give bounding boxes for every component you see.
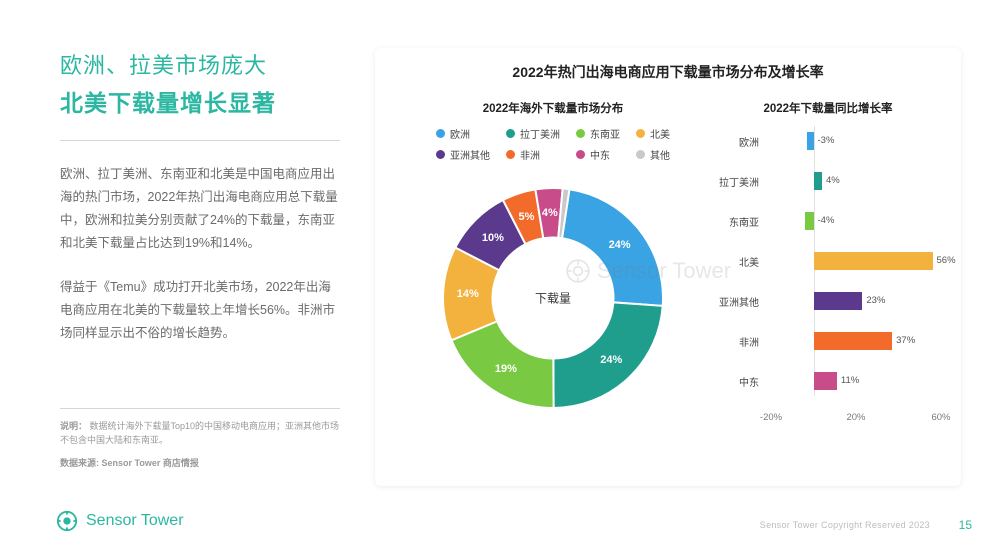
bar-rect <box>805 212 814 230</box>
legend-swatch <box>576 150 585 159</box>
bar-xaxis-tick: 60% <box>931 412 950 423</box>
donut-slice-label: 4% <box>542 207 558 219</box>
legend-swatch <box>506 150 515 159</box>
bar-value-label: 23% <box>866 295 885 306</box>
bar-panel: 2022年下载量同比增长率 欧洲-3%拉丁美洲4%东南亚-4%北美56%亚洲其他… <box>713 100 943 428</box>
brand-logo: Sensor Tower <box>56 510 184 532</box>
legend-label: 欧洲 <box>450 126 470 141</box>
bar-chart: 欧洲-3%拉丁美洲4%东南亚-4%北美56%亚洲其他23%非洲37%中东11%-… <box>713 126 943 426</box>
donut-slice-label: 19% <box>495 363 517 375</box>
bar-value-label: 37% <box>896 335 915 346</box>
legend-item: 其他 <box>636 147 670 162</box>
legend-label: 亚洲其他 <box>450 147 490 162</box>
legend-item: 欧洲 <box>436 126 490 141</box>
footnote-body: 数据统计海外下载量Top10的中国移动电商应用；亚洲其他市场不包含中国大陆和东南… <box>60 421 339 445</box>
bar-category-label: 中东 <box>713 374 765 389</box>
bar-category-label: 北美 <box>713 254 765 269</box>
legend-item: 东南亚 <box>576 126 620 141</box>
legend-label: 其他 <box>650 147 670 162</box>
donut-slice-label: 10% <box>482 232 504 244</box>
legend-item: 非洲 <box>506 147 560 162</box>
legend-swatch <box>436 150 445 159</box>
donut-slice-label: 5% <box>519 211 535 223</box>
bar-rect <box>814 252 933 270</box>
legend-label: 东南亚 <box>590 126 620 141</box>
bar-category-label: 非洲 <box>713 334 765 349</box>
copyright-text: Sensor Tower Copyright Reserved 2023 <box>760 520 930 530</box>
bar-value-label: -3% <box>818 135 835 146</box>
divider <box>60 140 340 141</box>
donut-chart: 下载量 24% 24% 19% 14% 10% 5% 4% <box>423 168 683 428</box>
bar-value-label: -4% <box>818 215 835 226</box>
bar-category-label: 欧洲 <box>713 134 765 149</box>
bar-rect <box>807 132 813 150</box>
page-number: 15 <box>959 518 972 532</box>
legend-item: 拉丁美洲 <box>506 126 560 141</box>
sidebar: 欧洲、拉美市场庞大 北美下载量增长显著 欧洲、拉丁美洲、东南亚和北美是中国电商应… <box>60 48 340 365</box>
bar-rect <box>814 292 863 310</box>
body-para-2: 得益于《Temu》成功打开北美市场，2022年出海电商应用在北美的下载量较上年增… <box>60 276 340 345</box>
bar-xaxis-tick: 20% <box>846 412 865 423</box>
legend-item: 北美 <box>636 126 670 141</box>
donut-slice-label: 24% <box>600 354 622 366</box>
bar-rect <box>814 332 893 350</box>
legend-swatch <box>506 129 515 138</box>
footnote: 说明： 数据统计海外下载量Top10的中国移动电商应用；亚洲其他市场不包含中国大… <box>60 408 340 470</box>
legend-item: 中东 <box>576 147 620 162</box>
donut-subtitle: 2022年海外下载量市场分布 <box>393 100 713 116</box>
donut-slice-label: 24% <box>609 239 631 251</box>
title-bold: 北美下载量增长显著 <box>60 84 340 118</box>
legend-swatch <box>436 129 445 138</box>
bar-value-label: 4% <box>826 175 840 186</box>
donut-legend: 欧洲 拉丁美洲 东南亚 北美亚洲其他 非洲 中东 其他 <box>393 126 713 162</box>
donut-panel: 2022年海外下载量市场分布 欧洲 拉丁美洲 东南亚 北美亚洲其他 非洲 中东 其他 下载量… <box>393 100 713 428</box>
bar-rect <box>814 372 837 390</box>
chart-title: 2022年热门出海电商应用下载量市场分布及增长率 <box>393 62 943 82</box>
body-para-1: 欧洲、拉丁美洲、东南亚和北美是中国电商应用出海的热门市场，2022年热门出海电商… <box>60 163 340 256</box>
brand-name: Sensor Tower <box>86 512 184 530</box>
legend-item: 亚洲其他 <box>436 147 490 162</box>
bar-rect <box>814 172 823 190</box>
legend-swatch <box>576 129 585 138</box>
legend-label: 中东 <box>590 147 610 162</box>
sensor-tower-icon <box>56 510 78 532</box>
bar-category-label: 拉丁美洲 <box>713 174 765 189</box>
bar-value-label: 11% <box>841 375 859 386</box>
bar-xaxis-tick: -20% <box>760 412 782 423</box>
data-source: 数据来源: Sensor Tower 商店情报 <box>60 456 340 470</box>
chart-card: 2022年热门出海电商应用下载量市场分布及增长率 2022年海外下载量市场分布 … <box>375 48 961 486</box>
bar-subtitle: 2022年下载量同比增长率 <box>713 100 943 116</box>
legend-swatch <box>636 150 645 159</box>
title-light: 欧洲、拉美市场庞大 <box>60 48 340 80</box>
donut-slice-label: 14% <box>457 288 479 300</box>
legend-label: 非洲 <box>520 147 540 162</box>
donut-center-label: 下载量 <box>535 290 571 307</box>
footnote-label: 说明： <box>60 421 87 431</box>
legend-swatch <box>636 129 645 138</box>
bar-value-label: 56% <box>937 255 956 266</box>
legend-label: 拉丁美洲 <box>520 126 560 141</box>
bar-category-label: 亚洲其他 <box>713 294 765 309</box>
legend-label: 北美 <box>650 126 670 141</box>
bar-category-label: 东南亚 <box>713 214 765 229</box>
